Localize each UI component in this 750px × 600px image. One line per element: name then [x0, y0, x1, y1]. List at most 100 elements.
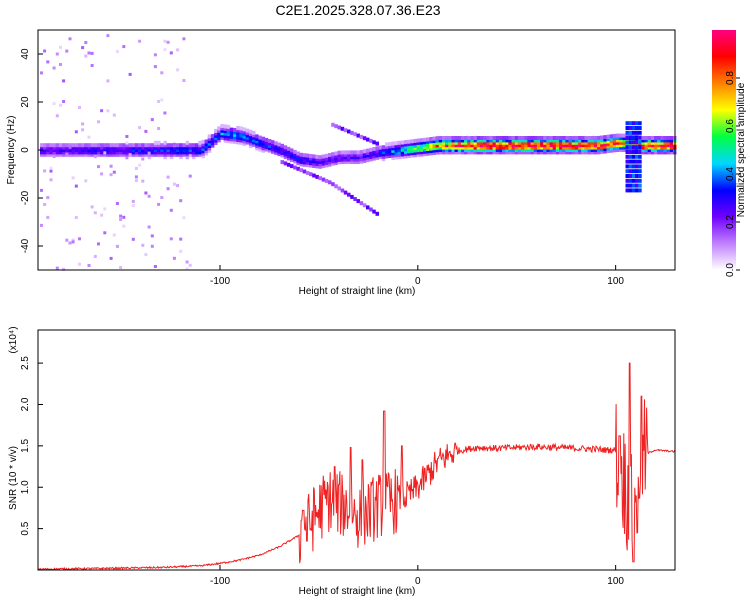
- heatmap-cell: [593, 148, 598, 152]
- heatmap-cell: [638, 135, 642, 140]
- heatmap-cell: [514, 136, 519, 140]
- heatmap-cell: [470, 150, 474, 155]
- heatmap-cell: [552, 148, 557, 152]
- heatmap-cell: [233, 130, 237, 135]
- heatmap-cell: [644, 143, 648, 148]
- heatmap-cell: [635, 174, 639, 178]
- heatmap-cell: [252, 142, 256, 147]
- heatmap-cell: [210, 143, 215, 148]
- heatmap-cell: [505, 145, 509, 150]
- heatmap-cell: [590, 150, 595, 155]
- heatmap-cell: [616, 136, 620, 140]
- heatmap-cell: [559, 150, 563, 155]
- heatmap-cell: [426, 151, 430, 156]
- heatmap-cell: [413, 153, 417, 158]
- heatmap-cell: [185, 145, 190, 150]
- heatmap-cell: [252, 133, 256, 138]
- heatmap-cell: [125, 143, 129, 148]
- heatmap-cell: [157, 127, 161, 130]
- heatmap-cell: [296, 166, 300, 171]
- heatmap-cell: [622, 138, 626, 143]
- heatmap-cell: [448, 138, 452, 143]
- heatmap-cell: [423, 140, 427, 145]
- heatmap-cell: [182, 148, 186, 152]
- heatmap-cell: [236, 135, 240, 140]
- heatmap-cell: [163, 145, 167, 150]
- heatmap-cell: [62, 152, 66, 157]
- heatmap-cell: [106, 148, 110, 152]
- heatmap-cell: [533, 138, 538, 143]
- heatmap-cell: [220, 128, 224, 133]
- heatmap-cell: [277, 149, 281, 154]
- heatmap-cell: [258, 142, 262, 147]
- heatmap-cell: [286, 162, 291, 167]
- heatmap-cell: [663, 140, 667, 145]
- heatmap-cell: [514, 145, 519, 150]
- heatmap-cell: [410, 139, 414, 144]
- heatmap-cell: [657, 138, 661, 143]
- heatmap-cell: [347, 192, 351, 197]
- heatmap-cell: [226, 136, 231, 141]
- heatmap-cell: [410, 146, 414, 151]
- heatmap-cell: [385, 144, 389, 149]
- heatmap-cell: [337, 150, 341, 155]
- heatmap-cell: [157, 100, 161, 103]
- heatmap-cell: [638, 130, 642, 135]
- heatmap-cell: [138, 163, 142, 167]
- heatmap-cell: [584, 145, 588, 150]
- heatmap-cell: [229, 137, 234, 142]
- heatmap-cell: [628, 140, 633, 145]
- heatmap-cell: [176, 145, 180, 150]
- heatmap-cell: [429, 149, 433, 153]
- heatmap-cell: [635, 150, 639, 154]
- heatmap-cell: [283, 150, 288, 155]
- heatmap-cell: [274, 150, 278, 155]
- heatmap-cell: [635, 178, 639, 183]
- heatmap-cell: [641, 150, 645, 155]
- heatmap-cell: [84, 41, 88, 44]
- heatmap-cell: [46, 143, 50, 148]
- heatmap-cell: [328, 160, 332, 165]
- heatmap-cell: [274, 148, 278, 153]
- heatmap-cell: [226, 132, 231, 136]
- heatmap-cell: [448, 143, 452, 148]
- heatmap-cell: [321, 164, 326, 169]
- heatmap-cell: [337, 125, 341, 130]
- heatmap-cell: [562, 150, 566, 155]
- heatmap-cell: [375, 148, 379, 153]
- heatmap-cell: [432, 143, 436, 148]
- heatmap-cell: [296, 153, 300, 158]
- heatmap-cell: [555, 138, 560, 143]
- heatmap-cell: [337, 155, 341, 160]
- colorbar-tick-label: 0.0: [725, 263, 736, 277]
- heatmap-cell: [635, 154, 639, 159]
- heatmap-cell: [479, 150, 484, 155]
- heatmap-cell: [448, 145, 452, 150]
- heatmap-cell: [160, 152, 164, 157]
- heatmap-cell: [511, 150, 516, 155]
- heatmap-cell: [432, 136, 436, 141]
- heatmap-cell: [663, 145, 667, 150]
- heatmap-cell: [631, 145, 636, 150]
- heatmap-cell: [153, 53, 157, 57]
- heatmap-cell: [461, 145, 465, 150]
- heatmap-cell: [562, 136, 566, 140]
- heatmap-cell: [198, 143, 202, 148]
- heatmap-cell: [559, 140, 563, 145]
- heatmap-cell: [527, 143, 531, 148]
- heatmap-cell: [622, 140, 626, 145]
- spectrogram-xtick-label: 0: [415, 276, 421, 287]
- heatmap-cell: [669, 140, 674, 145]
- heatmap-cell: [593, 140, 598, 145]
- heatmap-cell: [641, 148, 645, 152]
- heatmap-cell: [565, 138, 569, 143]
- heatmap-cell: [312, 159, 316, 164]
- heatmap-cell: [74, 216, 78, 219]
- heatmap-cell: [666, 148, 671, 152]
- heatmap-cell: [479, 145, 484, 150]
- heatmap-cell: [612, 141, 617, 146]
- heatmap-cell: [207, 134, 212, 139]
- heatmap-cell: [464, 136, 468, 140]
- heatmap-cell: [245, 135, 250, 140]
- heatmap-cell: [625, 140, 629, 145]
